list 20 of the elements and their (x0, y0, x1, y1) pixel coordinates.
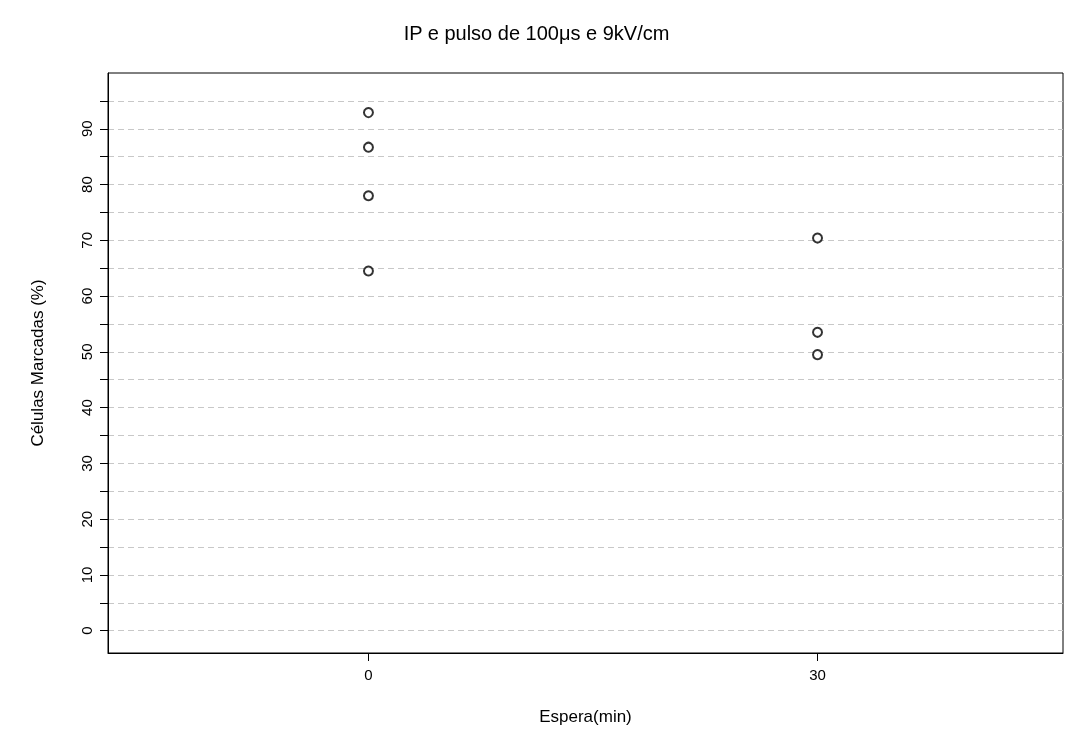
point (812, 349, 824, 361)
x-axis-title: Espera(min) (539, 707, 632, 726)
y-axis-title: Células Marcadas (%) (28, 279, 47, 447)
y-tick-label: 40 (78, 399, 95, 416)
y-tick-label: 50 (78, 343, 95, 361)
chart-title: IP e pulso de 100μs e 9kV/cm (403, 22, 670, 44)
y-tick-label: 20 (78, 510, 95, 528)
y-tick-label: 0 (78, 626, 95, 635)
point (812, 232, 824, 244)
y-tick-label: 10 (78, 566, 95, 584)
point (362, 107, 374, 119)
point (362, 265, 374, 277)
y-tick-label: 90 (78, 120, 95, 138)
y-tick-label: 80 (78, 176, 95, 193)
y-tick-label: 70 (78, 231, 95, 249)
point (362, 141, 374, 153)
point (362, 190, 374, 202)
point (812, 326, 824, 338)
y-tick-label: 30 (78, 455, 95, 472)
y-tick-label: 60 (78, 287, 95, 305)
